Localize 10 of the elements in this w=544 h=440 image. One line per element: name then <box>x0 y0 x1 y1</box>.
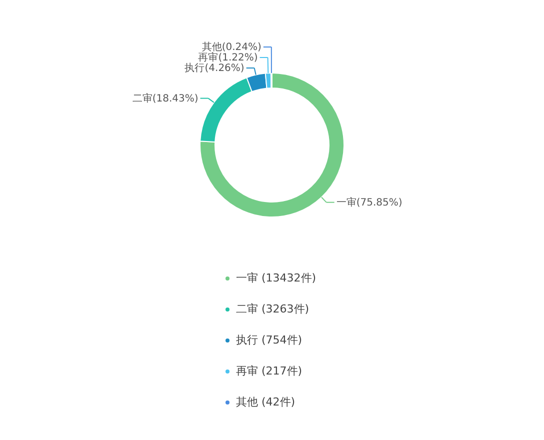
legend-label: 执行 (754件) <box>236 334 302 346</box>
data-label: 执行(4.26%) <box>184 62 244 74</box>
legend-label: 再审 (217件) <box>236 364 302 378</box>
legend-label: 其他 (42件) <box>236 396 296 408</box>
legend-label: 一审 (13432件) <box>236 272 316 284</box>
legend-label: 二审 (3263件) <box>236 302 310 316</box>
data-label: 一审(75.85%) <box>336 196 402 208</box>
data-label: 二审(18.43%) <box>132 92 198 104</box>
data-label: 其他(0.24%) <box>202 41 262 54</box>
data-label: 再审(1.22%) <box>198 52 258 64</box>
